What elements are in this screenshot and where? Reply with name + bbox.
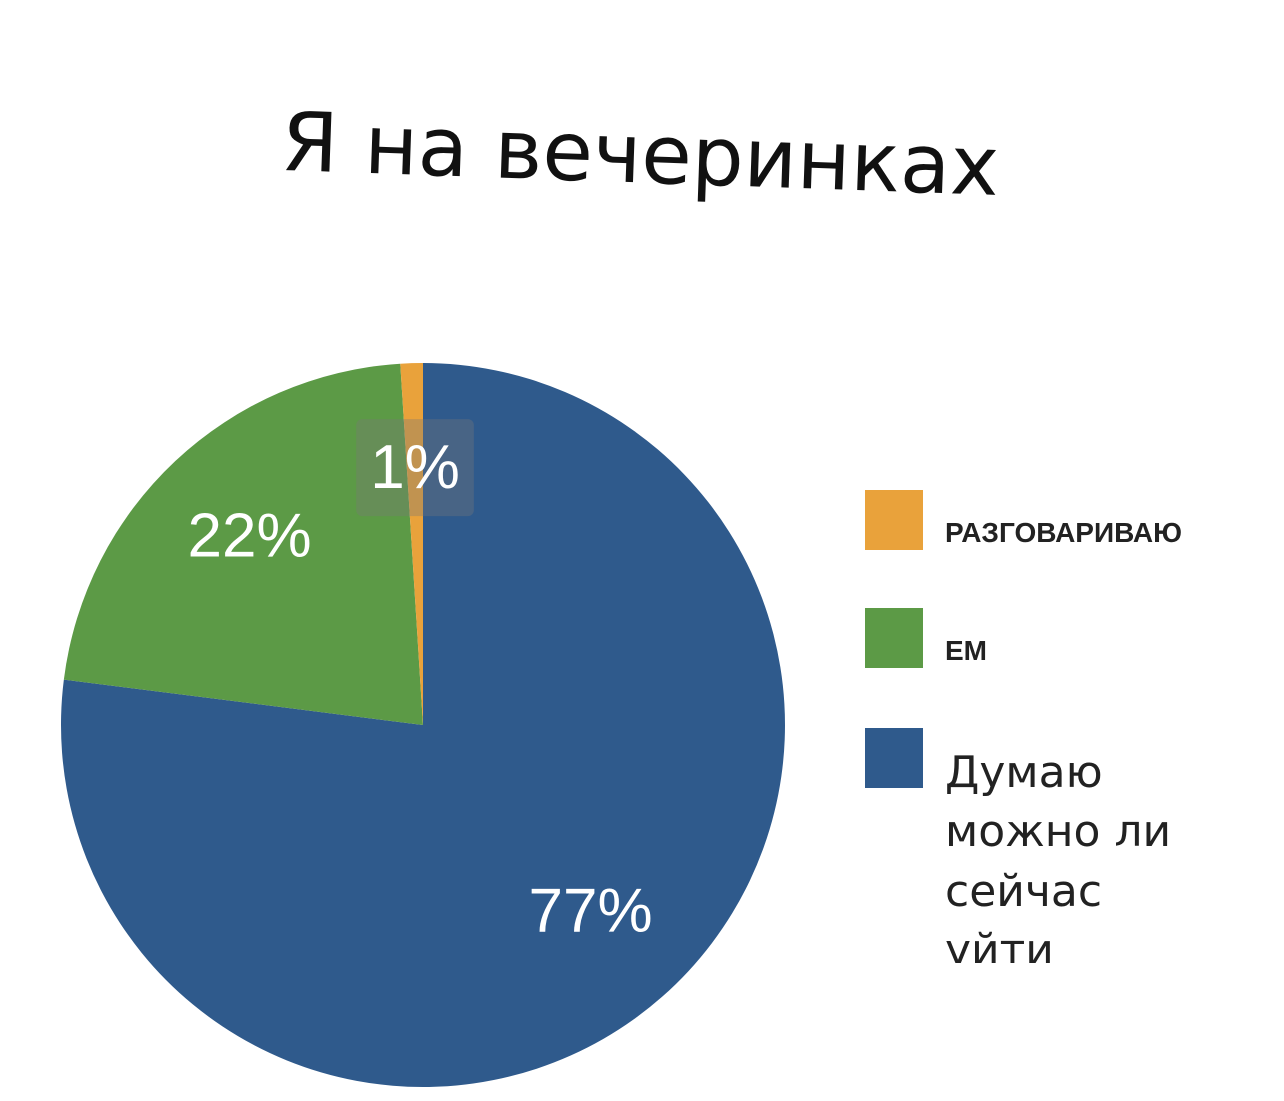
legend-label: РАЗГОВАРИВАЮ (945, 517, 1183, 548)
legend-label-box: Думаю можно ли сейчас уйти (945, 747, 1172, 963)
pie-slice (63, 363, 423, 725)
slice-label: 22% (187, 502, 311, 571)
legend-swatch (865, 490, 923, 550)
slice-label-bg (356, 419, 474, 517)
legend-swatch (865, 608, 923, 668)
legend-label: ЕМ (945, 635, 987, 666)
slice-label-group: 1% (356, 419, 474, 517)
legend-label: Думаю можно ли сейчас уйти (945, 747, 1172, 963)
pie: 77% 22% 1% (61, 363, 785, 1087)
chart-title: Я на вечеринках (280, 95, 1001, 215)
slice-label-group: 77% (529, 876, 653, 945)
pie-slice (400, 363, 423, 725)
legend-label-box: РАЗГОВАРИВАЮ (945, 517, 1183, 548)
slice-label: 77% (529, 876, 653, 945)
legend-swatch (865, 728, 923, 788)
legend: РАЗГОВАРИВАЮ ЕМ Думаю можно ли сейчас уйти (865, 490, 1183, 963)
slice-label-group: 22% (187, 502, 311, 571)
slice-label: 1% (370, 433, 460, 502)
legend-label-box: ЕМ (945, 635, 987, 666)
